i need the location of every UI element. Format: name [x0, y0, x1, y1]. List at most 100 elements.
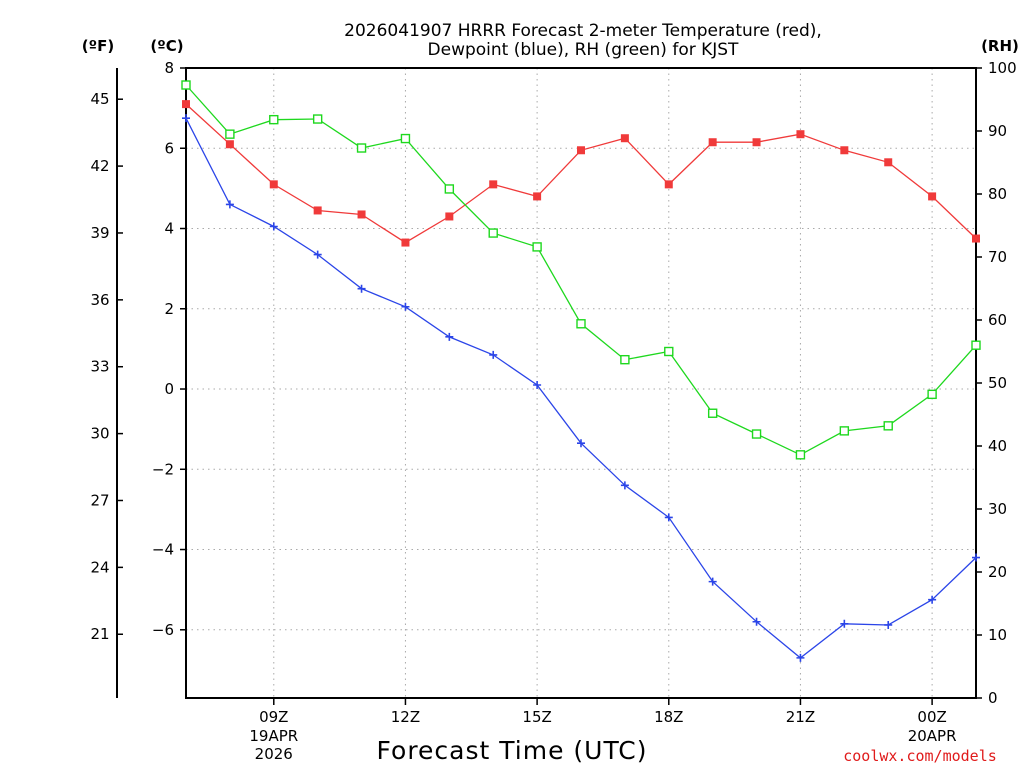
celsius-axis-unit: (ºC) [150, 37, 183, 55]
celsius-tick-label: −6 [152, 621, 174, 639]
rh-point [664, 346, 674, 357]
fahrenheit-tick-label: 39 [90, 224, 109, 242]
temperature-point [796, 130, 805, 139]
rh-point [707, 408, 718, 418]
dewpoint-line [185, 117, 977, 659]
rh-tick-label: 60 [988, 311, 1007, 329]
temperature-point [533, 192, 542, 201]
dewpoint-point [182, 114, 190, 123]
x-tick-label: 00Z [917, 708, 946, 726]
rh-point [795, 450, 806, 460]
rh-point [576, 319, 586, 329]
rh-axis-unit: (RH) [981, 37, 1019, 55]
dewpoint-point [620, 481, 629, 490]
rh-point [269, 114, 279, 125]
rh-point [181, 80, 191, 90]
rh-point [444, 184, 455, 194]
temperature-point [664, 180, 673, 189]
dewpoint-point [796, 653, 805, 662]
x-axis-label: Forecast Time (UTC) [377, 736, 648, 765]
dewpoint-point [840, 619, 849, 628]
rh-tick-label: 30 [988, 500, 1007, 518]
celsius-tick-label: 6 [164, 139, 174, 157]
dewpoint-point [664, 513, 673, 522]
temperature-point [928, 192, 937, 201]
temperature-point [972, 234, 980, 243]
temperature-point [225, 140, 234, 149]
temperature-point [313, 206, 322, 215]
dewpoint-point [577, 439, 585, 448]
dewpoint-point [533, 381, 542, 390]
credit-link[interactable]: coolwx.com/models [843, 747, 997, 765]
rh-line [185, 84, 977, 456]
temperature-point [445, 212, 454, 221]
temperature-point [840, 146, 849, 155]
rh-tick-label: 90 [988, 122, 1007, 140]
data-series [181, 80, 981, 662]
rh-point [839, 426, 850, 436]
rh-point [620, 354, 630, 365]
celsius-tick-label: 0 [164, 380, 174, 398]
temperature-point [884, 158, 893, 167]
x-tick-label: 18Z [654, 708, 683, 726]
rh-point [488, 228, 498, 238]
dewpoint-point [708, 577, 717, 586]
rh-tick-label: 20 [988, 563, 1007, 581]
rh-tick-label: 100 [988, 59, 1017, 77]
rh-point [225, 129, 235, 139]
celsius-tick-label: 2 [164, 300, 174, 318]
fahrenheit-axis-unit: (ºF) [82, 37, 114, 55]
dewpoint-point [884, 620, 893, 629]
celsius-tick-label: 8 [164, 59, 174, 77]
chart-title-line-2: Dewpoint (blue), RH (green) for KJST [428, 40, 740, 60]
grid-lines [186, 68, 976, 698]
rh-point [532, 242, 542, 252]
dewpoint-point [225, 200, 234, 209]
dewpoint-point [445, 332, 454, 341]
temperature-point [489, 180, 498, 189]
celsius-tick-label: −4 [152, 541, 174, 559]
tick-labels: 86420−2−4−645423936333027242110090807060… [90, 59, 1016, 763]
rh-tick-label: 40 [988, 437, 1007, 455]
dewpoint-point [489, 350, 498, 359]
dewpoint-point [928, 595, 937, 604]
temperature-point [577, 146, 585, 155]
rh-tick-label: 0 [988, 689, 998, 707]
rh-tick-label: 50 [988, 374, 1007, 392]
rh-point [356, 143, 367, 153]
fahrenheit-tick-label: 30 [90, 425, 109, 443]
x-tick-label: 09Z [259, 708, 288, 726]
dewpoint-point [269, 222, 278, 231]
temperature-point [357, 210, 366, 219]
x-tick-label: 12Z [391, 708, 420, 726]
temperature-point [182, 100, 190, 109]
dewpoint-point [401, 302, 410, 311]
fahrenheit-tick-label: 24 [90, 558, 109, 576]
dewpoint-point [972, 553, 980, 562]
temperature-point [269, 180, 278, 189]
celsius-tick-label: −2 [152, 460, 174, 478]
dewpoint-point [313, 250, 322, 259]
temperature-point [752, 138, 761, 147]
rh-point [400, 133, 411, 144]
x-tick-date: 19APR [249, 727, 298, 745]
plot-frame [185, 67, 977, 699]
rh-point [883, 421, 893, 431]
rh-point [971, 340, 981, 350]
x-tick-date: 20APR [908, 727, 957, 745]
fahrenheit-tick-label: 21 [90, 625, 109, 643]
fahrenheit-tick-label: 33 [90, 358, 109, 376]
dewpoint-point [357, 284, 366, 293]
chart-title-line-1: 2026041907 HRRR Forecast 2-meter Tempera… [344, 21, 822, 41]
fahrenheit-tick-label: 42 [90, 157, 109, 175]
rh-tick-label: 10 [988, 626, 1007, 644]
rh-tick-label: 80 [988, 185, 1007, 203]
fahrenheit-tick-label: 45 [90, 90, 109, 108]
temperature-point [401, 238, 410, 247]
x-tick-label: 21Z [786, 708, 815, 726]
temperature-point [620, 134, 629, 143]
rh-point [751, 429, 762, 439]
rh-tick-label: 70 [988, 248, 1007, 266]
axes [116, 67, 982, 705]
